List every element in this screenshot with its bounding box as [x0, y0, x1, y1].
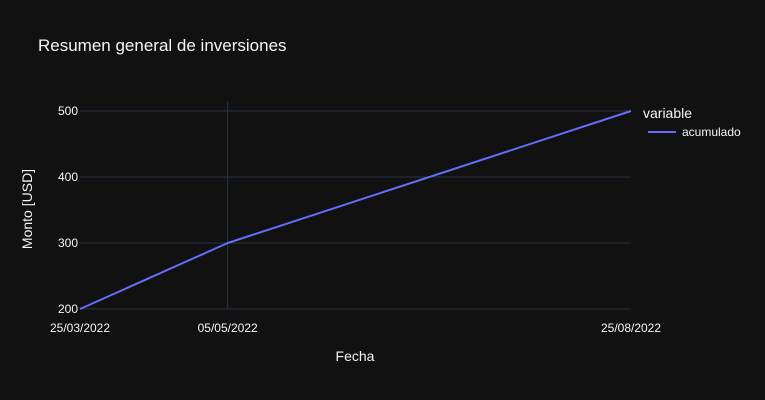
series-line-acumulado[interactable]	[79, 110, 632, 310]
series-layer	[79, 108, 634, 310]
y-tick-label: 400	[58, 170, 78, 184]
chart-title: Resumen general de inversiones	[38, 36, 287, 55]
data-point[interactable]	[225, 240, 231, 246]
grid-lines	[80, 101, 631, 310]
x-axis-ticks: 25/03/2022 05/05/2022 25/08/2022	[50, 321, 661, 335]
y-axis-title: Monto [USD]	[19, 169, 35, 249]
legend: variable acumulado	[643, 105, 741, 139]
y-axis-ticks: 200 300 400 500	[58, 104, 78, 316]
x-tick-label: 25/03/2022	[50, 321, 110, 335]
x-tick-label: 05/05/2022	[198, 321, 258, 335]
y-tick-label: 200	[58, 302, 78, 316]
x-tick-label: 25/08/2022	[601, 321, 661, 335]
legend-label-acumulado[interactable]: acumulado	[682, 125, 741, 139]
y-tick-label: 500	[58, 104, 78, 118]
y-tick-label: 300	[58, 236, 78, 250]
legend-title: variable	[643, 105, 692, 121]
data-point[interactable]	[628, 108, 634, 114]
x-axis-title: Fecha	[336, 348, 375, 364]
